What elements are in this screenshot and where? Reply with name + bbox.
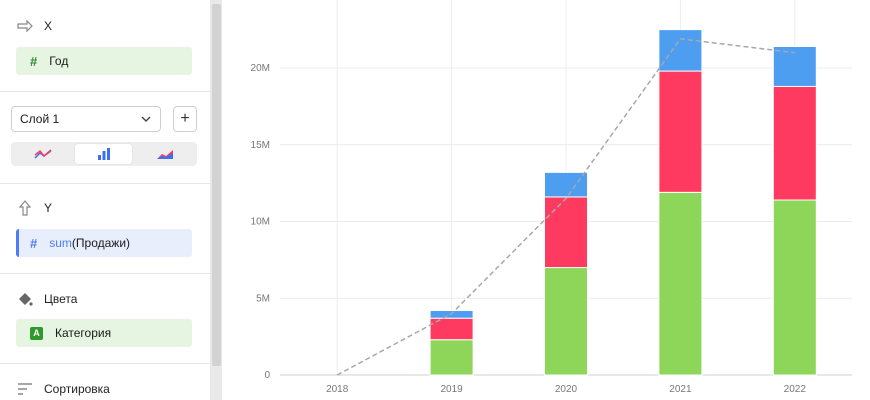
color-field-chip[interactable]: A Категория (16, 319, 192, 347)
area-chart-icon (156, 150, 173, 159)
scrollbar-thumb[interactable] (212, 4, 221, 366)
chevron-down-icon (140, 113, 152, 128)
sort-section-header: Сортировка (16, 380, 110, 398)
chart-type-switch (11, 142, 197, 166)
fields-panel: X # Год Слой 1 + (0, 0, 211, 400)
sort-icon (16, 380, 34, 398)
stacked-bar-chart: 0 5M 10M 15M 20M 2018 2019 2020 2021 2022 (251, 0, 852, 395)
layer-select[interactable]: Слой 1 (11, 106, 161, 132)
x-field-label: Год (49, 54, 69, 68)
paint-bucket-icon (16, 290, 34, 308)
divider (0, 363, 210, 364)
x-section-header: X (16, 17, 52, 35)
hash-icon: # (30, 235, 38, 251)
y-section-header: Y (16, 199, 52, 217)
divider (0, 91, 210, 92)
x-tick-label: 2020 (555, 384, 578, 395)
sort-section-title: Сортировка (44, 382, 110, 396)
area-chart-option[interactable] (136, 144, 193, 164)
bar-segment (429, 339, 474, 376)
x-field-chip[interactable]: # Год (16, 47, 192, 75)
bar-chart-option[interactable] (75, 144, 132, 164)
x-tick-label: 2021 (669, 384, 692, 395)
x-section-title: X (44, 19, 53, 33)
bar-segment (772, 85, 817, 201)
trend-line (336, 38, 795, 376)
line-chart-option[interactable] (14, 144, 71, 164)
arrow-right-icon (16, 17, 34, 35)
divider (0, 183, 210, 184)
y-tick-label: 15M (251, 140, 270, 151)
line-chart-icon (33, 149, 51, 159)
x-tick-label: 2022 (784, 384, 807, 395)
bar-segment (772, 46, 817, 87)
bar-segment (772, 199, 817, 376)
bar-segment (658, 70, 703, 193)
y-tick-label: 0 (264, 370, 270, 381)
bar-segment (544, 267, 588, 376)
bar-segment (658, 29, 703, 72)
bar-chart-icon (97, 148, 110, 160)
y-field-chip[interactable]: # sum (Продажи) (16, 229, 192, 257)
layer-select-value: Слой 1 (20, 112, 60, 126)
text-type-badge: A (30, 326, 43, 340)
arrow-up-icon (16, 199, 34, 217)
bar-segment (658, 191, 703, 376)
y-field-arg: (Продажи) (71, 236, 131, 250)
x-tick-label: 2018 (326, 384, 349, 395)
hash-icon: # (30, 53, 38, 69)
y-section-title: Y (44, 201, 53, 215)
y-tick-label: 5M (256, 293, 270, 304)
divider (0, 273, 210, 274)
x-tick-label: 2019 (440, 384, 463, 395)
y-tick-label: 20M (251, 63, 270, 74)
panel-scrollbar[interactable] (211, 0, 222, 400)
color-field-label: Категория (55, 326, 112, 340)
add-layer-button[interactable]: + (173, 106, 197, 132)
y-field-func: sum (49, 236, 72, 250)
bar-segment (544, 171, 588, 198)
y-tick-label: 10M (251, 217, 270, 228)
colors-section-header: Цвета (16, 290, 77, 308)
bar-segment (544, 196, 588, 269)
colors-section-title: Цвета (44, 292, 78, 306)
